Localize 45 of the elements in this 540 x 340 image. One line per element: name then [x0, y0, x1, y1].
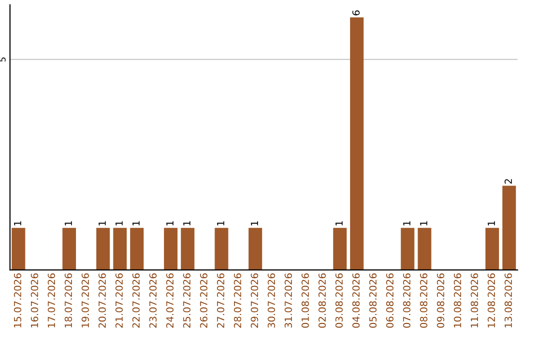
- data-label: 1: [64, 221, 72, 226]
- x-tick-label: 12.08.2026: [488, 273, 496, 328]
- data-label: 1: [336, 221, 343, 226]
- x-tick-label: 27.07.2026: [216, 273, 224, 328]
- x-tick-label: 20.07.2026: [98, 273, 106, 328]
- x-tick-label: 06.08.2026: [386, 273, 394, 328]
- data-label: 1: [98, 221, 106, 226]
- data-label: 1: [116, 221, 123, 226]
- x-tick-label: 03.08.2026: [335, 273, 343, 328]
- x-tick-label: 02.08.2026: [318, 273, 326, 328]
- x-tick-label: 24.07.2026: [166, 273, 174, 328]
- x-tick-label: 07.08.2026: [403, 273, 410, 328]
- data-label: 1: [217, 221, 224, 226]
- x-tick-label: 11.08.2026: [470, 273, 478, 328]
- data-label: 1: [250, 221, 258, 226]
- x-tick-label: 04.08.2026: [352, 273, 360, 328]
- x-tick-label: 25.07.2026: [183, 273, 190, 328]
- x-tick-label: 29.07.2026: [250, 273, 258, 328]
- x-tick-label: 08.08.2026: [420, 273, 428, 328]
- data-label: 1: [488, 221, 495, 226]
- x-tick-label: 05.08.2026: [369, 273, 377, 328]
- x-tick-label: 09.08.2026: [436, 273, 444, 328]
- data-label: 1: [14, 221, 22, 226]
- x-tick-label: 21.07.2026: [115, 273, 123, 328]
- x-tick-label: 10.08.2026: [454, 273, 462, 328]
- x-tick-label: 19.07.2026: [82, 273, 89, 328]
- x-tick-label: 18.07.2026: [64, 273, 72, 328]
- x-tick-label: 16.07.2026: [30, 273, 38, 328]
- x-tick-label: 15.07.2026: [14, 273, 22, 328]
- data-label: 1: [403, 221, 410, 226]
- x-tick-label: 23.07.2026: [149, 273, 157, 328]
- data-label: 1: [166, 221, 174, 226]
- x-tick-label: 26.07.2026: [200, 273, 208, 328]
- x-tick-label: 01.08.2026: [302, 273, 309, 328]
- x-tick-label: 28.07.2026: [234, 273, 242, 328]
- x-tick-label: 30.07.2026: [268, 273, 276, 328]
- x-tick-label: 13.08.2026: [504, 273, 512, 328]
- data-label: 2: [504, 179, 512, 184]
- x-tick-label: 22.07.2026: [132, 273, 140, 328]
- data-label: 1: [420, 221, 428, 226]
- data-label: 1: [183, 221, 190, 226]
- data-label: 1: [132, 221, 140, 226]
- data-label: 6: [352, 10, 360, 16]
- x-tick-label: 17.07.2026: [48, 273, 56, 328]
- x-tick-label: 31.07.2026: [284, 273, 292, 328]
